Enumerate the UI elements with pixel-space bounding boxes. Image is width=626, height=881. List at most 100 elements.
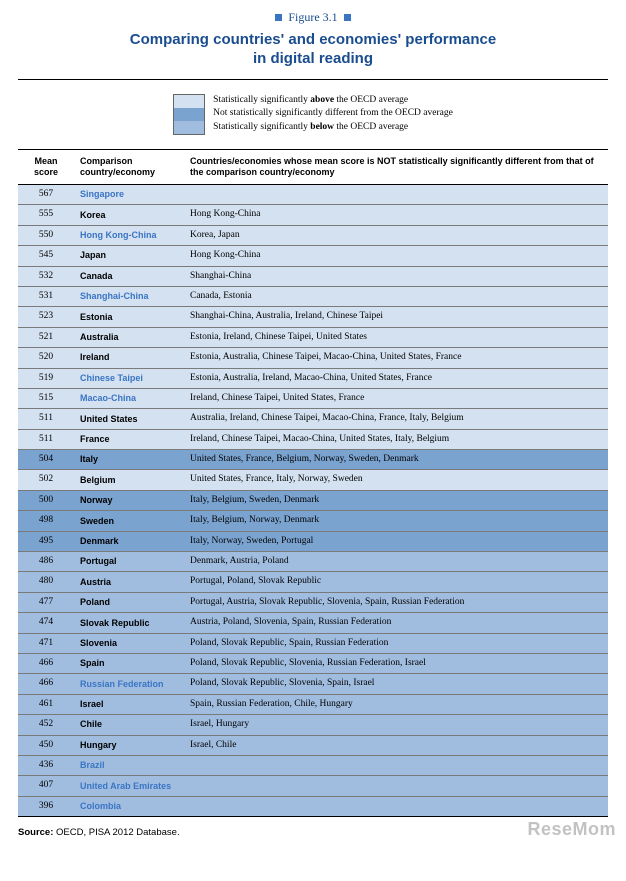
cell-peers: Australia, Ireland, Chinese Taipei, Maca… bbox=[184, 409, 608, 429]
country-name[interactable]: Singapore bbox=[80, 189, 124, 199]
cell-country: Belgium bbox=[74, 470, 184, 490]
cell-peers: Austria, Poland, Slovenia, Spain, Russia… bbox=[184, 613, 608, 633]
cell-country: Estonia bbox=[74, 307, 184, 327]
country-name: Portugal bbox=[80, 556, 117, 566]
legend-label-above: Statistically significantly above the OE… bbox=[213, 94, 453, 107]
table-row: 461IsraelSpain, Russian Federation, Chil… bbox=[18, 694, 608, 714]
country-name: Sweden bbox=[80, 516, 114, 526]
cell-peers: Ireland, Chinese Taipei, United States, … bbox=[184, 388, 608, 408]
table-row: 523EstoniaShanghai-China, Australia, Ire… bbox=[18, 307, 608, 327]
table-row: 520 Ireland Estonia, Australia, Chinese Ta… bbox=[18, 348, 608, 368]
table-row: 511 United States Australia, Ireland, Chin… bbox=[18, 409, 608, 429]
cell-country: Slovak Republic bbox=[74, 613, 184, 633]
cell-score: 520 bbox=[18, 348, 74, 368]
cell-score: 511 bbox=[18, 429, 74, 449]
figure-label: Figure 3.1 bbox=[18, 10, 608, 25]
country-name: Poland bbox=[80, 597, 110, 607]
table-row: 531 Shanghai-China Canada, Estonia bbox=[18, 286, 608, 306]
cell-peers: Portugal, Poland, Slovak Republic bbox=[184, 572, 608, 592]
cell-country: Israel bbox=[74, 694, 184, 714]
cell-country: Norway bbox=[74, 490, 184, 510]
cell-peers: Portugal, Austria, Slovak Republic, Slov… bbox=[184, 592, 608, 612]
table-row: 500 Norway Italy, Belgium, Sweden, Denmark bbox=[18, 490, 608, 510]
cell-peers: United States, France, Belgium, Norway, … bbox=[184, 450, 608, 470]
country-name: Estonia bbox=[80, 312, 113, 322]
cell-country: Sweden bbox=[74, 511, 184, 531]
table-row: 519Chinese TaipeiEstonia, Australia, Ire… bbox=[18, 368, 608, 388]
country-name: Slovenia bbox=[80, 638, 117, 648]
cell-score: 474 bbox=[18, 613, 74, 633]
cell-country: Australia bbox=[74, 327, 184, 347]
cell-score: 396 bbox=[18, 796, 74, 816]
country-name[interactable]: Hong Kong-China bbox=[80, 230, 156, 240]
country-name[interactable]: Brazil bbox=[80, 760, 105, 770]
country-name: Japan bbox=[80, 250, 106, 260]
legend-label-same: Not statistically significantly differen… bbox=[213, 107, 453, 120]
cell-country: Russian Federation bbox=[74, 674, 184, 694]
cell-peers: Estonia, Australia, Chinese Taipei, Maca… bbox=[184, 348, 608, 368]
table-row: 474Slovak RepublicAustria, Poland, Slove… bbox=[18, 613, 608, 633]
cell-score: 521 bbox=[18, 327, 74, 347]
country-name: Ireland bbox=[80, 352, 110, 362]
country-name: Denmark bbox=[80, 536, 119, 546]
cell-country: Hong Kong-China bbox=[74, 225, 184, 245]
cell-country: Canada bbox=[74, 266, 184, 286]
cell-country: Macao-China bbox=[74, 388, 184, 408]
cell-score: 502 bbox=[18, 470, 74, 490]
country-name: Chile bbox=[80, 719, 102, 729]
table-row: 452ChileIsrael, Hungary bbox=[18, 715, 608, 735]
cell-peers bbox=[184, 185, 608, 205]
table-row: 550Hong Kong-ChinaKorea, Japan bbox=[18, 225, 608, 245]
cell-peers: Shanghai-China, Australia, Ireland, Chin… bbox=[184, 307, 608, 327]
cell-peers: Ireland, Chinese Taipei, Macao-China, Un… bbox=[184, 429, 608, 449]
legend-swatch-below bbox=[174, 121, 204, 134]
cell-country: Ireland bbox=[74, 348, 184, 368]
cell-peers: Denmark, Austria, Poland bbox=[184, 552, 608, 572]
country-name[interactable]: Macao-China bbox=[80, 393, 136, 403]
cell-score: 519 bbox=[18, 368, 74, 388]
cell-peers: Italy, Norway, Sweden, Portugal bbox=[184, 531, 608, 551]
cell-country: Chile bbox=[74, 715, 184, 735]
cell-score: 567 bbox=[18, 185, 74, 205]
cell-country: United States bbox=[74, 409, 184, 429]
country-name[interactable]: Shanghai-China bbox=[80, 291, 149, 301]
cell-score: 477 bbox=[18, 592, 74, 612]
table-row: 515 Macao-China Ireland, Chinese Taipei, U… bbox=[18, 388, 608, 408]
country-name: Belgium bbox=[80, 475, 116, 485]
table-row: 498SwedenItaly, Belgium, Norway, Denmark bbox=[18, 511, 608, 531]
performance-table: Mean score Comparison country/economy Co… bbox=[18, 149, 608, 818]
table-row: 407United Arab Emirates bbox=[18, 776, 608, 796]
figure-label-text: Figure 3.1 bbox=[288, 10, 337, 24]
cell-country: Portugal bbox=[74, 552, 184, 572]
table-row: 480AustriaPortugal, Poland, Slovak Repub… bbox=[18, 572, 608, 592]
cell-peers: Poland, Slovak Republic, Slovenia, Russi… bbox=[184, 653, 608, 673]
table-row: 504ItalyUnited States, France, Belgium, … bbox=[18, 450, 608, 470]
cell-peers: Italy, Belgium, Sweden, Denmark bbox=[184, 490, 608, 510]
cell-score: 480 bbox=[18, 572, 74, 592]
col-header-peers: Countries/economies whose mean score is … bbox=[184, 149, 608, 185]
cell-score: 500 bbox=[18, 490, 74, 510]
table-row: 477 Poland Portugal, Austria, Slovak Repub… bbox=[18, 592, 608, 612]
country-name: Canada bbox=[80, 271, 113, 281]
cell-score: 511 bbox=[18, 409, 74, 429]
country-name[interactable]: United Arab Emirates bbox=[80, 781, 171, 791]
cell-peers: Poland, Slovak Republic, Slovenia, Spain… bbox=[184, 674, 608, 694]
cell-peers: Canada, Estonia bbox=[184, 286, 608, 306]
country-name[interactable]: Colombia bbox=[80, 801, 121, 811]
country-name[interactable]: Russian Federation bbox=[80, 679, 164, 689]
cell-score: 466 bbox=[18, 674, 74, 694]
country-name[interactable]: Chinese Taipei bbox=[80, 373, 143, 383]
cell-peers: Poland, Slovak Republic, Spain, Russian … bbox=[184, 633, 608, 653]
cell-country: Italy bbox=[74, 450, 184, 470]
title-line-1: Comparing countries' and economies' perf… bbox=[130, 31, 496, 48]
legend-label-below: Statistically significantly below the OE… bbox=[213, 121, 453, 134]
cell-peers: Israel, Chile bbox=[184, 735, 608, 755]
country-name: United States bbox=[80, 414, 138, 424]
table-row: 521AustraliaEstonia, Ireland, Chinese Ta… bbox=[18, 327, 608, 347]
cell-score: 531 bbox=[18, 286, 74, 306]
cell-score: 515 bbox=[18, 388, 74, 408]
table-row: 511FranceIreland, Chinese Taipei, Macao-… bbox=[18, 429, 608, 449]
cell-peers: United States, France, Italy, Norway, Sw… bbox=[184, 470, 608, 490]
country-name: Norway bbox=[80, 495, 113, 505]
cell-country: Shanghai-China bbox=[74, 286, 184, 306]
